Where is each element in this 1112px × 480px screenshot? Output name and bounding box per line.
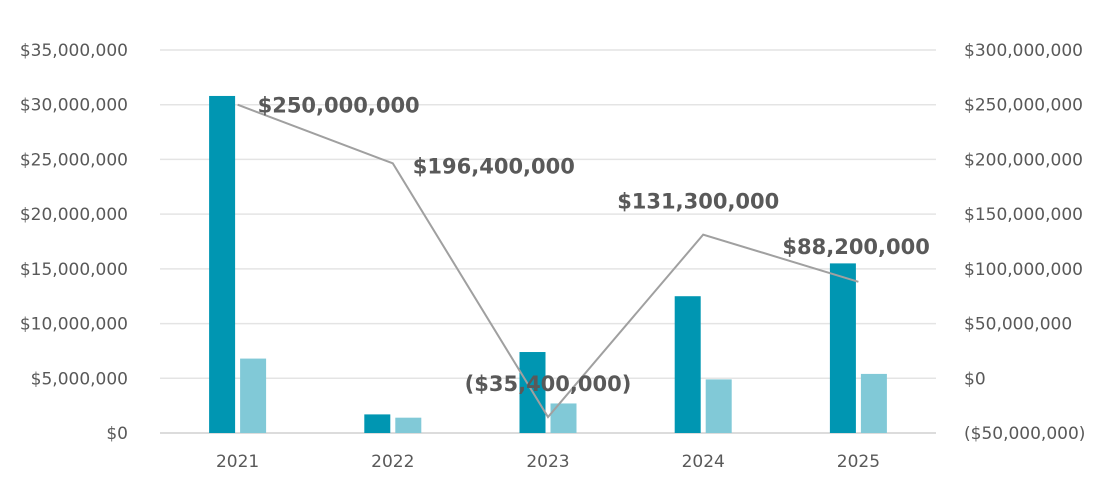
right-axis-tick-label: $0 — [964, 369, 986, 389]
right-axis-tick-label: $200,000,000 — [964, 150, 1083, 170]
right-axis-tick-label: $250,000,000 — [964, 96, 1083, 116]
data-label: $131,300,000 — [617, 190, 779, 214]
data-label: $196,400,000 — [413, 154, 575, 178]
data-label: $88,200,000 — [782, 235, 929, 259]
left-axis-tick-label: $35,000,000 — [20, 41, 128, 61]
line-series-c — [237, 103, 859, 419]
x-axis-tick-label: 2023 — [526, 452, 569, 472]
data-label: ($35,400,000) — [465, 372, 632, 396]
left-axis-tick-label: $0 — [106, 424, 128, 444]
bar-series-a — [364, 414, 391, 433]
left-axis-tick-label: $30,000,000 — [20, 96, 128, 116]
right-axis-tick-label: $50,000,000 — [964, 315, 1072, 335]
bar-series-a — [209, 95, 236, 434]
left-axis-tick-label: $5,000,000 — [31, 369, 128, 389]
x-axis-tick-label: 2024 — [682, 452, 725, 472]
right-axis-tick-label: $100,000,000 — [964, 260, 1083, 280]
right-axis-tick-label: $300,000,000 — [964, 41, 1083, 61]
bar-series-a — [674, 296, 701, 433]
right-axis-tick-label: ($50,000,000) — [964, 424, 1085, 444]
bar-series-b — [550, 403, 577, 433]
right-axis-tick-label: $150,000,000 — [964, 205, 1083, 225]
bar-series-a — [829, 263, 856, 433]
left-axis-tick-label: $10,000,000 — [20, 315, 128, 335]
bar-series-b — [240, 358, 267, 433]
data-label: $250,000,000 — [258, 94, 420, 118]
left-axis-tick-label: $20,000,000 — [20, 205, 128, 225]
bar-series-b — [860, 373, 887, 433]
x-axis-tick-label: 2022 — [371, 452, 414, 472]
bar-series-b — [705, 379, 732, 433]
x-axis-tick-label: 2021 — [216, 452, 259, 472]
bar-series-b — [395, 417, 422, 433]
left-axis-tick-label: $15,000,000 — [20, 260, 128, 280]
left-axis-tick-label: $25,000,000 — [20, 150, 128, 170]
x-axis-tick-label: 2025 — [837, 452, 880, 472]
